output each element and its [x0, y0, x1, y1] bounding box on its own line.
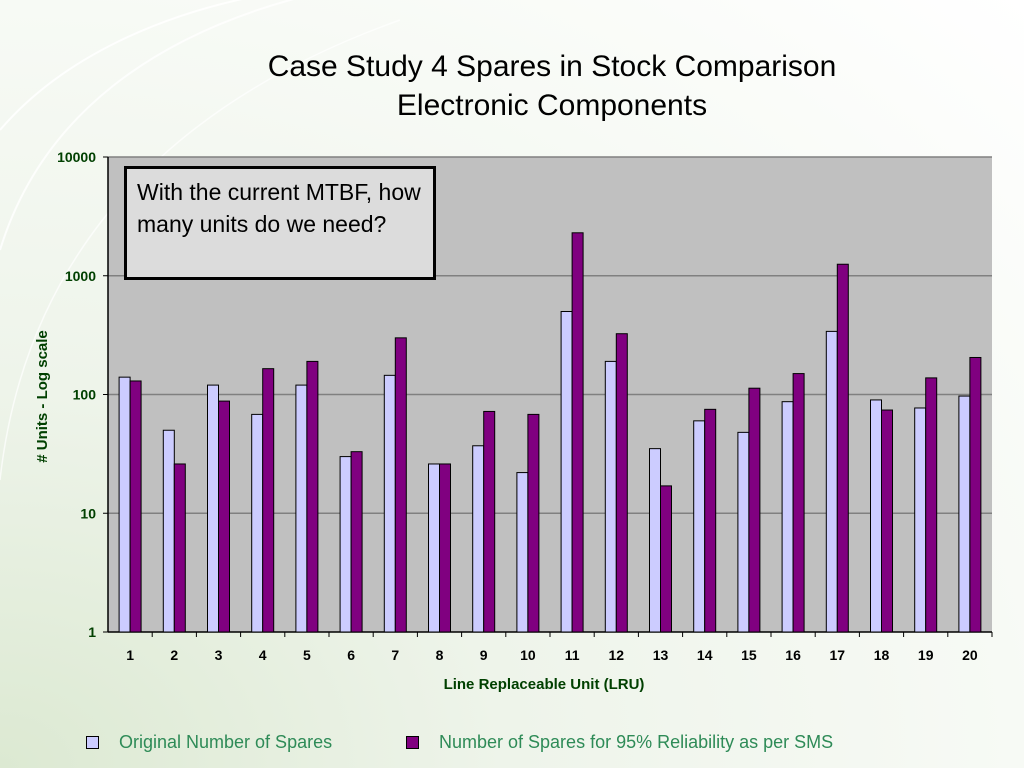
bar-original-12	[604, 360, 617, 633]
y-tick-label: 10	[80, 505, 96, 521]
bar-original-18	[870, 399, 882, 633]
bar-original-1	[118, 376, 131, 633]
bar-95pct-2	[173, 463, 186, 633]
bar-95pct-1	[129, 380, 142, 633]
bar-original-20	[958, 395, 971, 633]
bar-95pct-8	[439, 463, 451, 633]
bar-95pct-5	[306, 360, 319, 633]
bar-95pct-15	[748, 387, 761, 633]
y-tick-label: 100	[73, 387, 97, 403]
bar-original-19	[914, 407, 927, 633]
legend-label-95pct: Number of Spares for 95% Reliability as …	[439, 732, 834, 752]
bar-95pct-9	[483, 410, 496, 633]
bar-original-15	[737, 431, 750, 633]
x-axis-title: Line Replaceable Unit (LRU)	[444, 676, 645, 693]
x-tick-label-9: 9	[480, 647, 488, 663]
x-tick-label-12: 12	[609, 647, 625, 663]
callout-box: With the current MTBF, how many units do…	[124, 166, 436, 280]
bar-original-13	[649, 448, 661, 633]
bar-95pct-10	[527, 413, 540, 633]
bar-original-8	[428, 463, 440, 633]
x-tick-label-19: 19	[918, 647, 934, 663]
bar-original-3	[207, 384, 219, 633]
bar-original-2	[162, 429, 175, 633]
y-tick-label: 10000	[57, 149, 96, 165]
x-tick-label-8: 8	[436, 647, 444, 663]
y-tick-label: 1	[88, 624, 96, 640]
bar-original-7	[383, 374, 396, 633]
x-tick-label-18: 18	[874, 647, 890, 663]
x-tick-label-7: 7	[391, 647, 399, 663]
bar-95pct-20	[969, 356, 982, 633]
x-tick-label-2: 2	[170, 647, 178, 663]
bar-95pct-19	[925, 377, 938, 633]
bar-original-9	[472, 445, 485, 633]
bar-95pct-14	[704, 408, 717, 633]
x-tick-label-3: 3	[215, 647, 223, 663]
bar-original-16	[781, 401, 794, 633]
y-tick-label: 1000	[65, 268, 96, 284]
bar-original-6	[339, 456, 352, 633]
x-tick-label-5: 5	[303, 647, 311, 663]
bar-95pct-11	[571, 232, 584, 633]
bar-95pct-3	[218, 400, 230, 633]
x-tick-label-11: 11	[565, 647, 580, 663]
x-tick-label-4: 4	[259, 647, 267, 663]
legend-swatch-original	[86, 736, 99, 749]
bar-95pct-13	[660, 485, 672, 633]
bar-95pct-18	[881, 409, 893, 633]
slide-title: Case Study 4 Spares in Stock Comparison	[267, 50, 837, 83]
bar-original-5	[295, 384, 308, 633]
bar-original-4	[251, 413, 264, 633]
slide-subtitle: Electronic Components	[396, 89, 708, 122]
bar-original-14	[693, 420, 706, 633]
x-tick-label-13: 13	[653, 647, 669, 663]
bar-95pct-17	[836, 263, 849, 633]
x-tick-label-17: 17	[830, 647, 846, 663]
x-tick-label-20: 20	[962, 647, 978, 663]
bar-original-10	[516, 472, 529, 633]
bar-original-11	[560, 310, 573, 633]
legend-swatch-95pct	[406, 736, 419, 749]
bar-95pct-16	[792, 373, 805, 633]
x-tick-label-10: 10	[520, 647, 536, 663]
y-axis-title: # Units - Log scale	[34, 330, 51, 463]
x-tick-label-6: 6	[347, 647, 355, 663]
legend-label-original: Original Number of Spares	[119, 732, 333, 752]
legend-item-original: Original Number of Spares	[86, 732, 332, 753]
bar-original-17	[825, 330, 838, 633]
x-tick-label-14: 14	[697, 647, 713, 663]
x-tick-label-16: 16	[785, 647, 801, 663]
bar-95pct-6	[350, 451, 363, 633]
chart-legend: Original Number of Spares Number of Spar…	[0, 732, 1024, 756]
bar-95pct-12	[615, 333, 628, 633]
legend-item-95pct: Number of Spares for 95% Reliability as …	[406, 732, 833, 753]
bar-95pct-4	[262, 368, 275, 633]
x-tick-label-15: 15	[741, 647, 757, 663]
bar-95pct-7	[394, 337, 407, 633]
x-tick-label-1: 1	[126, 647, 134, 663]
